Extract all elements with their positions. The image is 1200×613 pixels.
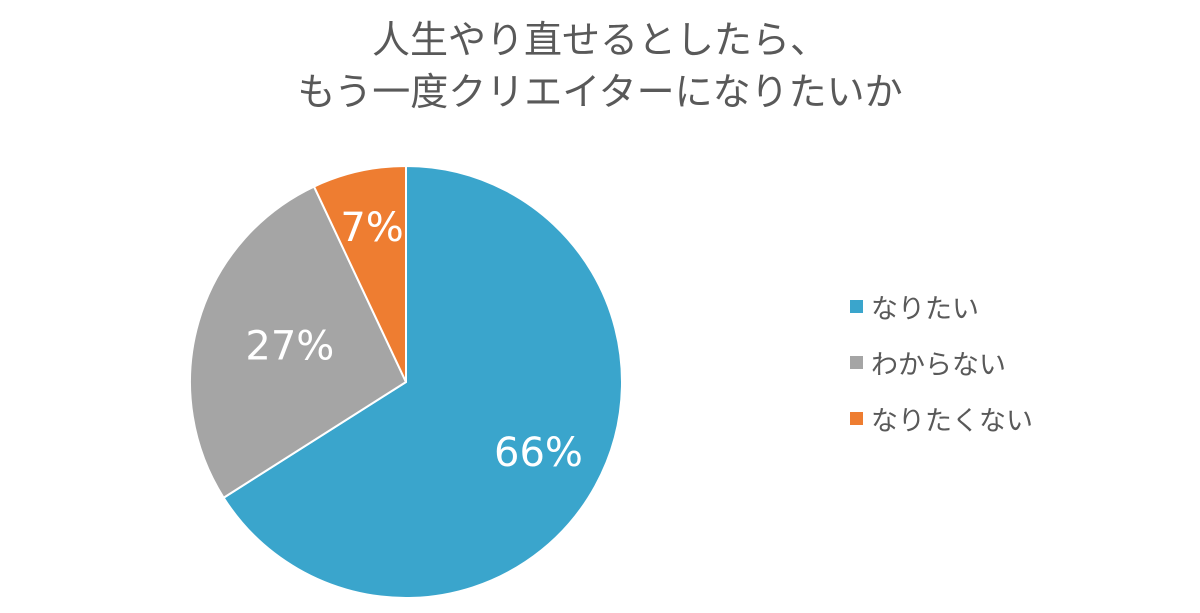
- pie-data-label: 66%: [494, 430, 583, 476]
- pie-data-label: 7%: [340, 205, 403, 251]
- pie-slices: [188, 165, 623, 599]
- pie-data-label: 27%: [245, 323, 334, 369]
- pie-slice-nari-taku-nai: [313, 165, 407, 383]
- legend-item-wakaranai: わからない: [850, 334, 1033, 390]
- legend-swatch: [850, 299, 863, 313]
- pie-slice-wakaranai: [188, 185, 407, 499]
- legend-label: わからない: [871, 349, 1006, 381]
- legend-swatch: [850, 411, 863, 425]
- legend-item-nari-tai: なりたい: [850, 278, 1033, 334]
- pie-data-labels: 66% 27% 7%: [245, 205, 583, 476]
- legend-item-nari-taku-nai: なりたくない: [850, 390, 1033, 446]
- legend-label: なりたい: [871, 293, 979, 325]
- chart-title-line-2: もう一度クリエイターになりたいか: [297, 70, 903, 114]
- chart-title-line-1: 人生やり直せるとしたら、: [371, 18, 828, 62]
- legend-swatch: [850, 355, 863, 369]
- chart-title: 人生やり直せるとしたら、 もう一度クリエイターになりたいか: [0, 14, 1200, 118]
- legend: なりたい わからない なりたくない: [850, 278, 1033, 446]
- legend-label: なりたくない: [871, 405, 1033, 437]
- pie-slice-nari-tai: [222, 165, 623, 599]
